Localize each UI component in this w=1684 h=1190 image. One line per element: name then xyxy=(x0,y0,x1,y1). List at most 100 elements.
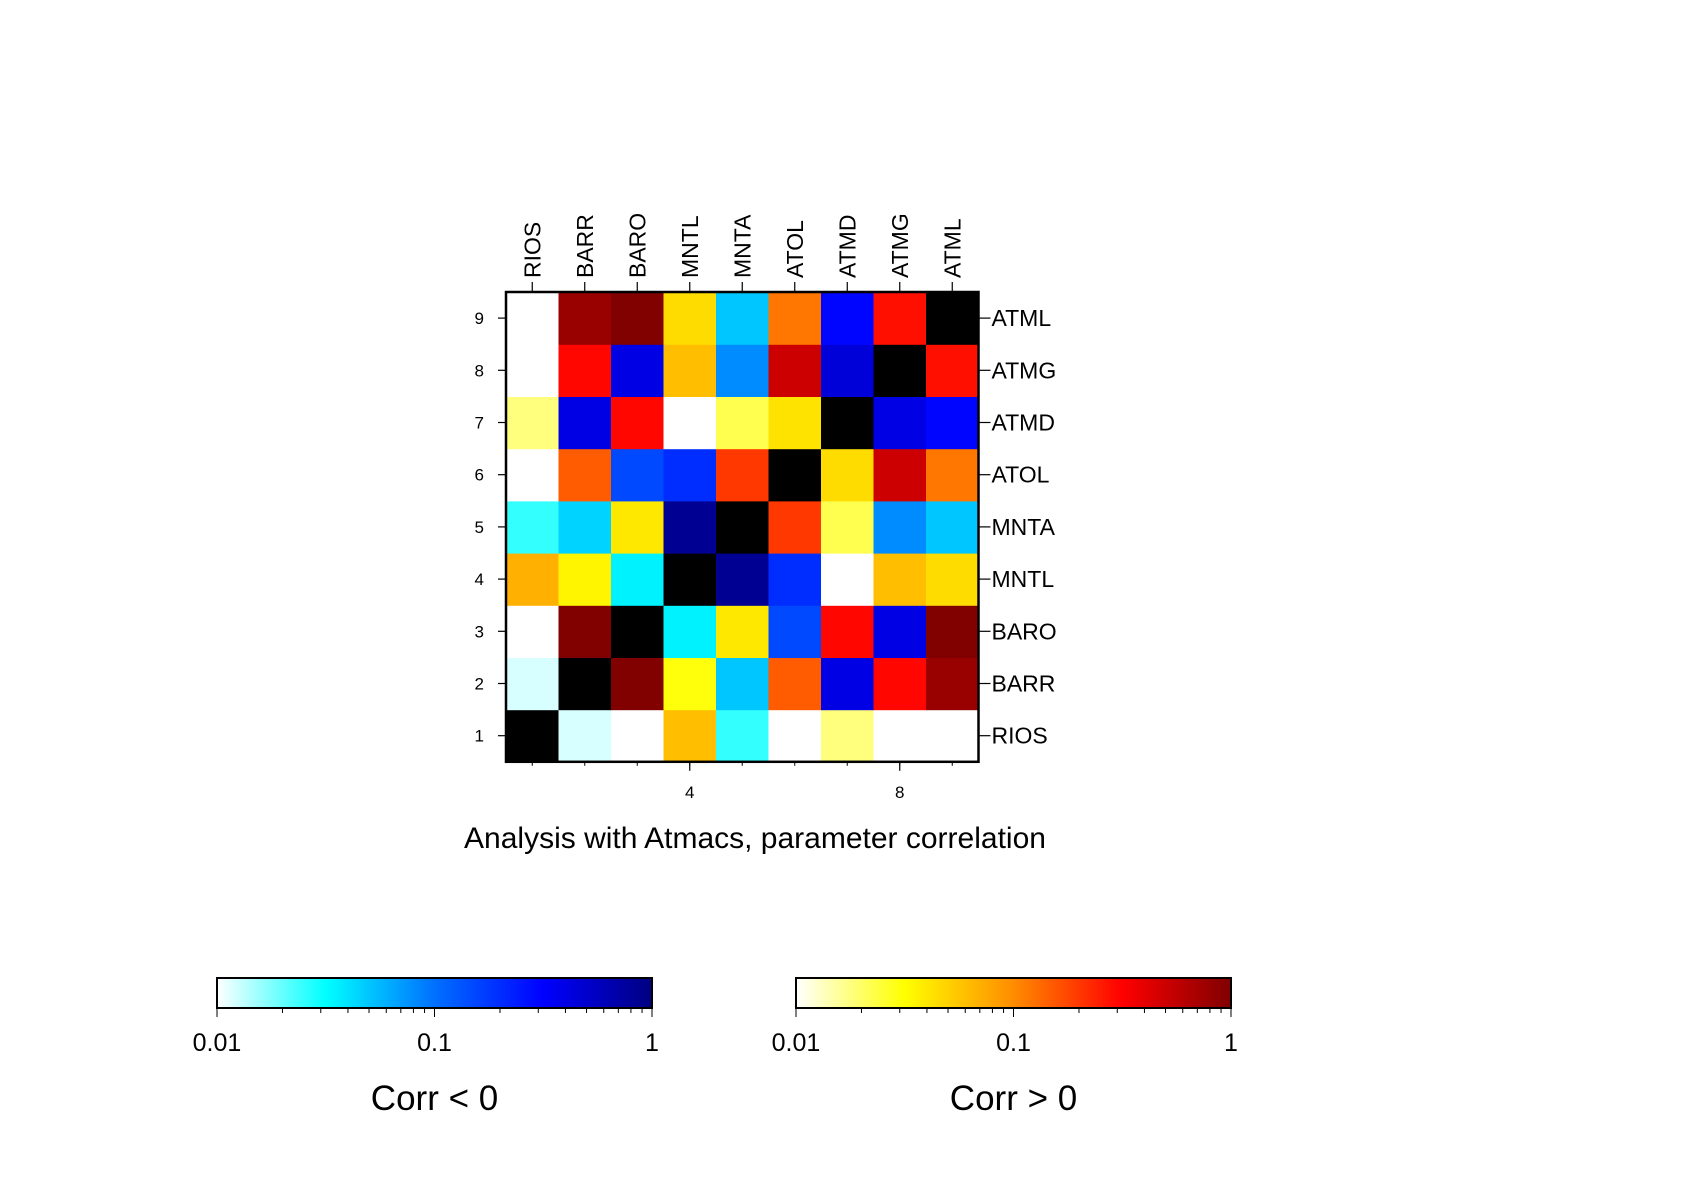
heatmap-cell-r4-c4 xyxy=(663,553,717,606)
heatmap-cell-r9-c5 xyxy=(716,292,770,345)
heatmap-cell-r9-c4 xyxy=(663,292,717,345)
heatmap-cell-r9-c8 xyxy=(873,292,927,345)
heatmap-cell-r3-c3 xyxy=(611,605,665,658)
heatmap-cell-r1-c6 xyxy=(768,709,822,763)
row-param-label: BARO xyxy=(992,618,1057,644)
heatmap-cell-r2-c2 xyxy=(558,657,612,711)
heatmap-cell-r8-c3 xyxy=(611,344,665,397)
heatmap-cell-r5-c6 xyxy=(768,500,822,554)
heatmap-cell-r8-c1 xyxy=(506,344,560,397)
heatmap-cell-r2-c1 xyxy=(506,657,560,711)
heatmap-cell-r4-c5 xyxy=(716,553,770,606)
row-number-label: 3 xyxy=(475,622,484,641)
colorbar-negative-bar xyxy=(216,977,653,1009)
colorbar-tick-label: 0.01 xyxy=(193,1029,242,1057)
col-param-label: BARO xyxy=(624,213,650,278)
col-param-label: MNTL xyxy=(677,215,703,278)
col-param-label: ATMD xyxy=(834,215,860,278)
heatmap-cell-r6-c5 xyxy=(716,448,770,502)
row-number-label: 7 xyxy=(475,414,484,433)
colorbar-positive-label: Corr > 0 xyxy=(950,1079,1077,1118)
heatmap-cell-r6-c6 xyxy=(768,448,822,502)
heatmap-cell-r4-c7 xyxy=(821,553,875,606)
colorbar-positive-bar xyxy=(795,977,1232,1009)
heatmap-cell-r9-c6 xyxy=(768,292,822,345)
heatmap-cell-r7-c1 xyxy=(506,396,560,450)
colorbar-negative: 0.01 0.1 1 Corr < 0 xyxy=(193,977,659,1118)
heatmap-cell-r8-c2 xyxy=(558,344,612,397)
heatmap-cell-r3-c4 xyxy=(663,605,717,658)
row-param-label: ATMG xyxy=(992,357,1057,383)
heatmap-cell-r1-c5 xyxy=(716,709,770,763)
row-param-label: MNTL xyxy=(992,566,1055,592)
heatmap-cell-r7-c3 xyxy=(611,396,665,450)
row-number-label: 8 xyxy=(475,361,484,380)
heatmap-cell-r3-c1 xyxy=(506,605,560,658)
x-tick-label: 8 xyxy=(895,783,904,802)
colorbar-positive: 0.01 0.1 1 Corr > 0 xyxy=(772,977,1238,1118)
x-tick-label: 4 xyxy=(685,783,694,802)
row-param-label: RIOS xyxy=(992,723,1048,749)
heatmap-cell-r5-c1 xyxy=(506,500,560,554)
colorbar-tick-label: 1 xyxy=(1224,1029,1238,1057)
heatmap-cell-r2-c8 xyxy=(873,657,927,711)
heatmap-cell-r3-c2 xyxy=(558,605,612,658)
row-param-label: ATOL xyxy=(992,462,1050,488)
row-param-label: ATML xyxy=(992,305,1052,331)
col-param-label: MNTA xyxy=(729,214,755,278)
heatmap-cell-r7-c5 xyxy=(716,396,770,450)
heatmap-cell-r4-c2 xyxy=(558,553,612,606)
heatmap-cell-r4-c3 xyxy=(611,553,665,606)
heatmap-cell-r4-c9 xyxy=(926,553,980,606)
heatmap-cell-r4-c8 xyxy=(873,553,927,606)
row-number-label: 4 xyxy=(475,570,484,589)
heatmap-cell-r2-c3 xyxy=(611,657,665,711)
heatmap-cell-r7-c8 xyxy=(873,396,927,450)
heatmap-cell-r6-c9 xyxy=(926,448,980,502)
colorbar-tick-label: 0.01 xyxy=(772,1029,821,1057)
heatmap-cell-r5-c2 xyxy=(558,500,612,554)
col-param-label: ATOL xyxy=(782,220,808,278)
heatmap-cell-r8-c9 xyxy=(926,344,980,397)
heatmap-cell-r7-c7 xyxy=(821,396,875,450)
col-param-label: ATML xyxy=(939,218,965,278)
heatmap-cell-r5-c9 xyxy=(926,500,980,554)
heatmap-cell-r7-c4 xyxy=(663,396,717,450)
heatmap-cell-r6-c1 xyxy=(506,448,560,502)
colorbar-tick-label: 0.1 xyxy=(417,1029,452,1057)
row-param-label: ATMD xyxy=(992,410,1055,436)
heatmap-cell-r9-c1 xyxy=(506,292,560,345)
heatmap-cell-r8-c7 xyxy=(821,344,875,397)
heatmap-cell-r2-c5 xyxy=(716,657,770,711)
heatmap-cell-r3-c8 xyxy=(873,605,927,658)
heatmap-cell-r1-c3 xyxy=(611,709,665,763)
heatmap-cell-r7-c2 xyxy=(558,396,612,450)
heatmap-cell-r4-c1 xyxy=(506,553,560,606)
heatmap-cell-r8-c5 xyxy=(716,344,770,397)
heatmap-cell-r6-c8 xyxy=(873,448,927,502)
col-param-label: RIOS xyxy=(519,222,545,278)
heatmap-cell-r3-c9 xyxy=(926,605,980,658)
heatmap-cell-r9-c9 xyxy=(926,292,980,345)
col-param-label: BARR xyxy=(572,214,598,278)
row-param-label: BARR xyxy=(992,671,1056,697)
heatmap-cell-r9-c2 xyxy=(558,292,612,345)
heatmap-cell-r1-c9 xyxy=(926,709,980,763)
heatmap-cell-r5-c7 xyxy=(821,500,875,554)
heatmap-cell-r8-c4 xyxy=(663,344,717,397)
col-param-label: ATMG xyxy=(887,213,913,278)
heatmap-cell-r6-c2 xyxy=(558,448,612,502)
heatmap-cell-r8-c6 xyxy=(768,344,822,397)
heatmap-cell-r1-c2 xyxy=(558,709,612,763)
heatmap-cell-r3-c7 xyxy=(821,605,875,658)
heatmap-cell-r1-c1 xyxy=(506,709,560,763)
row-param-label: MNTA xyxy=(992,514,1056,540)
heatmap-cell-r8-c8 xyxy=(873,344,927,397)
heatmap-cell-r7-c6 xyxy=(768,396,822,450)
heatmap-cell-r4-c6 xyxy=(768,553,822,606)
heatmap-cell-r5-c3 xyxy=(611,500,665,554)
colorbar-tick-label: 0.1 xyxy=(996,1029,1031,1057)
colorbar-negative-label: Corr < 0 xyxy=(371,1079,498,1118)
heatmap-cell-r9-c3 xyxy=(611,292,665,345)
